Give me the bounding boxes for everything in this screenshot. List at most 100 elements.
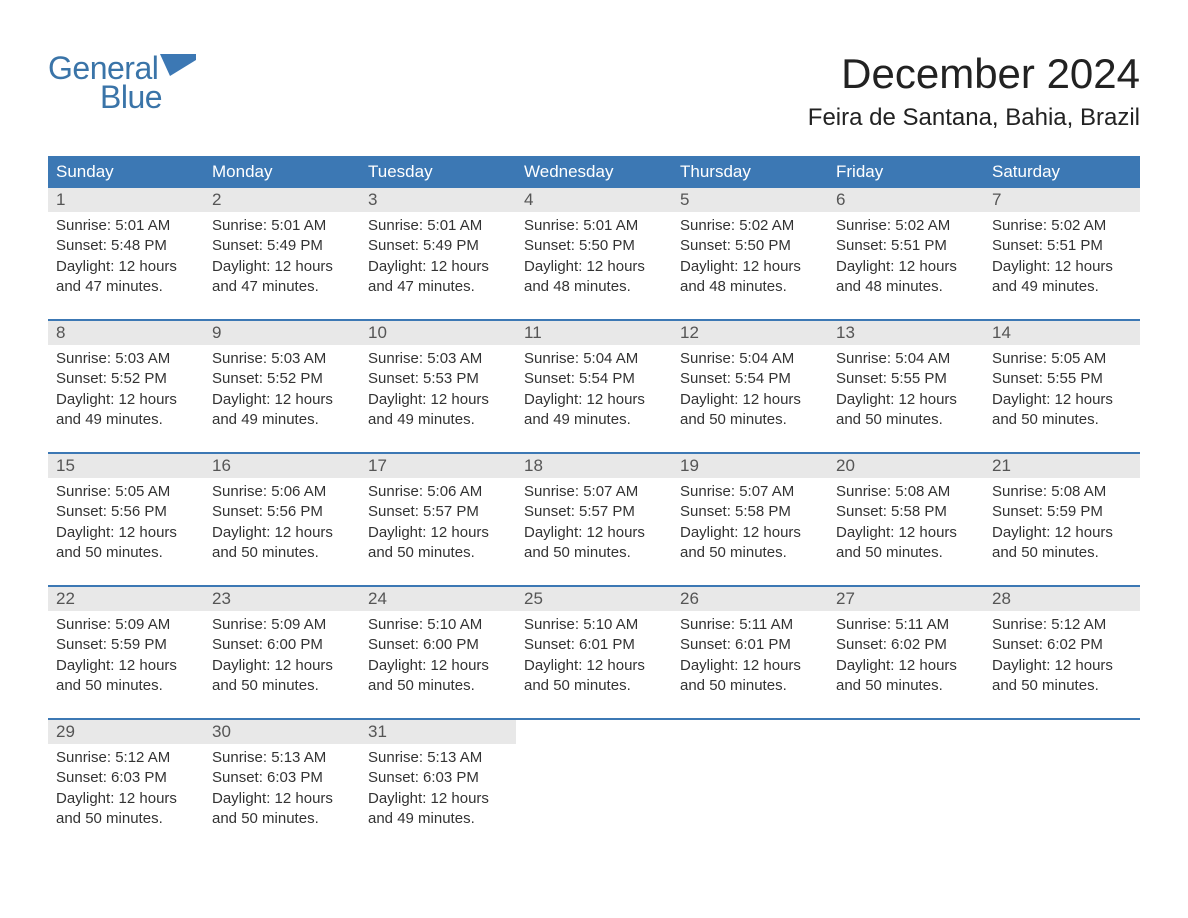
dayhead-friday: Friday <box>828 156 984 188</box>
sunrise-text: Sunrise: 5:08 AM <box>836 482 976 502</box>
sunrise-text: Sunrise: 5:03 AM <box>56 349 196 369</box>
day-detail-cell: Sunrise: 5:12 AMSunset: 6:02 PMDaylight:… <box>984 611 1140 719</box>
sunrise-text: Sunrise: 5:12 AM <box>56 748 196 768</box>
daylight-text: Daylight: 12 hours <box>524 257 664 277</box>
header: General Blue December 2024 Feira de Sant… <box>48 50 1140 132</box>
day-detail-cell: Sunrise: 5:06 AMSunset: 5:56 PMDaylight:… <box>204 478 360 586</box>
daylight-text: Daylight: 12 hours <box>368 656 508 676</box>
day-detail-cell: Sunrise: 5:09 AMSunset: 6:00 PMDaylight:… <box>204 611 360 719</box>
dayhead-sunday: Sunday <box>48 156 204 188</box>
sunset-text: Sunset: 6:01 PM <box>524 635 664 655</box>
day-number-cell: 2 <box>204 188 360 212</box>
sunset-text: Sunset: 5:57 PM <box>368 502 508 522</box>
sunset-text: Sunset: 5:48 PM <box>56 236 196 256</box>
daylight-text: and 47 minutes. <box>212 277 352 297</box>
sunrise-text: Sunrise: 5:10 AM <box>368 615 508 635</box>
day-detail-cell: Sunrise: 5:02 AMSunset: 5:51 PMDaylight:… <box>828 212 984 320</box>
daylight-text: and 49 minutes. <box>992 277 1132 297</box>
detail-row: Sunrise: 5:01 AMSunset: 5:48 PMDaylight:… <box>48 212 1140 320</box>
sunrise-text: Sunrise: 5:01 AM <box>524 216 664 236</box>
daylight-text: and 50 minutes. <box>56 543 196 563</box>
sunset-text: Sunset: 6:00 PM <box>368 635 508 655</box>
daynum-row: 1234567 <box>48 188 1140 212</box>
dayhead-tuesday: Tuesday <box>360 156 516 188</box>
day-number-cell: 13 <box>828 321 984 345</box>
daynum-row: 15161718192021 <box>48 454 1140 478</box>
daylight-text: and 50 minutes. <box>836 543 976 563</box>
day-detail-cell: Sunrise: 5:04 AMSunset: 5:55 PMDaylight:… <box>828 345 984 453</box>
sunset-text: Sunset: 5:58 PM <box>680 502 820 522</box>
sunset-text: Sunset: 5:59 PM <box>56 635 196 655</box>
day-number-cell: 8 <box>48 321 204 345</box>
detail-row: Sunrise: 5:05 AMSunset: 5:56 PMDaylight:… <box>48 478 1140 586</box>
day-number-cell: 31 <box>360 720 516 744</box>
day-number-cell: 23 <box>204 587 360 611</box>
day-detail-cell: Sunrise: 5:01 AMSunset: 5:48 PMDaylight:… <box>48 212 204 320</box>
day-detail-cell: Sunrise: 5:01 AMSunset: 5:49 PMDaylight:… <box>360 212 516 320</box>
sunrise-text: Sunrise: 5:06 AM <box>212 482 352 502</box>
page-title: December 2024 <box>808 50 1140 98</box>
day-number-cell: 12 <box>672 321 828 345</box>
daylight-text: Daylight: 12 hours <box>56 390 196 410</box>
day-detail-cell <box>984 744 1140 833</box>
day-detail-cell <box>516 744 672 833</box>
sunset-text: Sunset: 5:58 PM <box>836 502 976 522</box>
sunset-text: Sunset: 5:56 PM <box>56 502 196 522</box>
day-detail-cell: Sunrise: 5:03 AMSunset: 5:53 PMDaylight:… <box>360 345 516 453</box>
daylight-text: and 50 minutes. <box>680 676 820 696</box>
daylight-text: Daylight: 12 hours <box>836 390 976 410</box>
daylight-text: and 50 minutes. <box>56 676 196 696</box>
daylight-text: and 50 minutes. <box>524 676 664 696</box>
sunrise-text: Sunrise: 5:04 AM <box>524 349 664 369</box>
daylight-text: and 50 minutes. <box>992 676 1132 696</box>
sunrise-text: Sunrise: 5:12 AM <box>992 615 1132 635</box>
day-detail-cell: Sunrise: 5:07 AMSunset: 5:58 PMDaylight:… <box>672 478 828 586</box>
day-detail-cell: Sunrise: 5:09 AMSunset: 5:59 PMDaylight:… <box>48 611 204 719</box>
day-detail-cell: Sunrise: 5:13 AMSunset: 6:03 PMDaylight:… <box>204 744 360 833</box>
daylight-text: Daylight: 12 hours <box>836 523 976 543</box>
daylight-text: Daylight: 12 hours <box>56 656 196 676</box>
day-number-cell: 10 <box>360 321 516 345</box>
sunrise-text: Sunrise: 5:03 AM <box>212 349 352 369</box>
daylight-text: Daylight: 12 hours <box>680 257 820 277</box>
day-number-cell: 16 <box>204 454 360 478</box>
day-number-cell: 17 <box>360 454 516 478</box>
logo-text-blue: Blue <box>100 79 162 116</box>
daylight-text: and 49 minutes. <box>212 410 352 430</box>
day-detail-cell: Sunrise: 5:04 AMSunset: 5:54 PMDaylight:… <box>672 345 828 453</box>
day-header-row: Sunday Monday Tuesday Wednesday Thursday… <box>48 156 1140 188</box>
daylight-text: and 50 minutes. <box>212 809 352 829</box>
sunset-text: Sunset: 5:52 PM <box>212 369 352 389</box>
detail-row: Sunrise: 5:03 AMSunset: 5:52 PMDaylight:… <box>48 345 1140 453</box>
sunset-text: Sunset: 6:02 PM <box>992 635 1132 655</box>
daylight-text: Daylight: 12 hours <box>56 789 196 809</box>
day-detail-cell: Sunrise: 5:05 AMSunset: 5:56 PMDaylight:… <box>48 478 204 586</box>
day-detail-cell: Sunrise: 5:11 AMSunset: 6:01 PMDaylight:… <box>672 611 828 719</box>
daylight-text: Daylight: 12 hours <box>368 789 508 809</box>
dayhead-wednesday: Wednesday <box>516 156 672 188</box>
sunrise-text: Sunrise: 5:01 AM <box>212 216 352 236</box>
day-number-cell: 28 <box>984 587 1140 611</box>
sunrise-text: Sunrise: 5:01 AM <box>56 216 196 236</box>
sunset-text: Sunset: 5:52 PM <box>56 369 196 389</box>
day-detail-cell: Sunrise: 5:08 AMSunset: 5:58 PMDaylight:… <box>828 478 984 586</box>
day-number-cell: 24 <box>360 587 516 611</box>
daylight-text: Daylight: 12 hours <box>680 523 820 543</box>
daylight-text: Daylight: 12 hours <box>212 656 352 676</box>
day-detail-cell: Sunrise: 5:02 AMSunset: 5:51 PMDaylight:… <box>984 212 1140 320</box>
day-number-cell: 4 <box>516 188 672 212</box>
day-number-cell: 29 <box>48 720 204 744</box>
day-detail-cell: Sunrise: 5:07 AMSunset: 5:57 PMDaylight:… <box>516 478 672 586</box>
daylight-text: Daylight: 12 hours <box>992 257 1132 277</box>
daylight-text: and 48 minutes. <box>680 277 820 297</box>
daylight-text: and 49 minutes. <box>524 410 664 430</box>
day-detail-cell: Sunrise: 5:05 AMSunset: 5:55 PMDaylight:… <box>984 345 1140 453</box>
sunset-text: Sunset: 5:59 PM <box>992 502 1132 522</box>
sunset-text: Sunset: 5:55 PM <box>992 369 1132 389</box>
daylight-text: Daylight: 12 hours <box>992 523 1132 543</box>
sunrise-text: Sunrise: 5:02 AM <box>992 216 1132 236</box>
daylight-text: and 47 minutes. <box>368 277 508 297</box>
day-detail-cell: Sunrise: 5:08 AMSunset: 5:59 PMDaylight:… <box>984 478 1140 586</box>
day-number-cell: 1 <box>48 188 204 212</box>
day-number-cell: 21 <box>984 454 1140 478</box>
